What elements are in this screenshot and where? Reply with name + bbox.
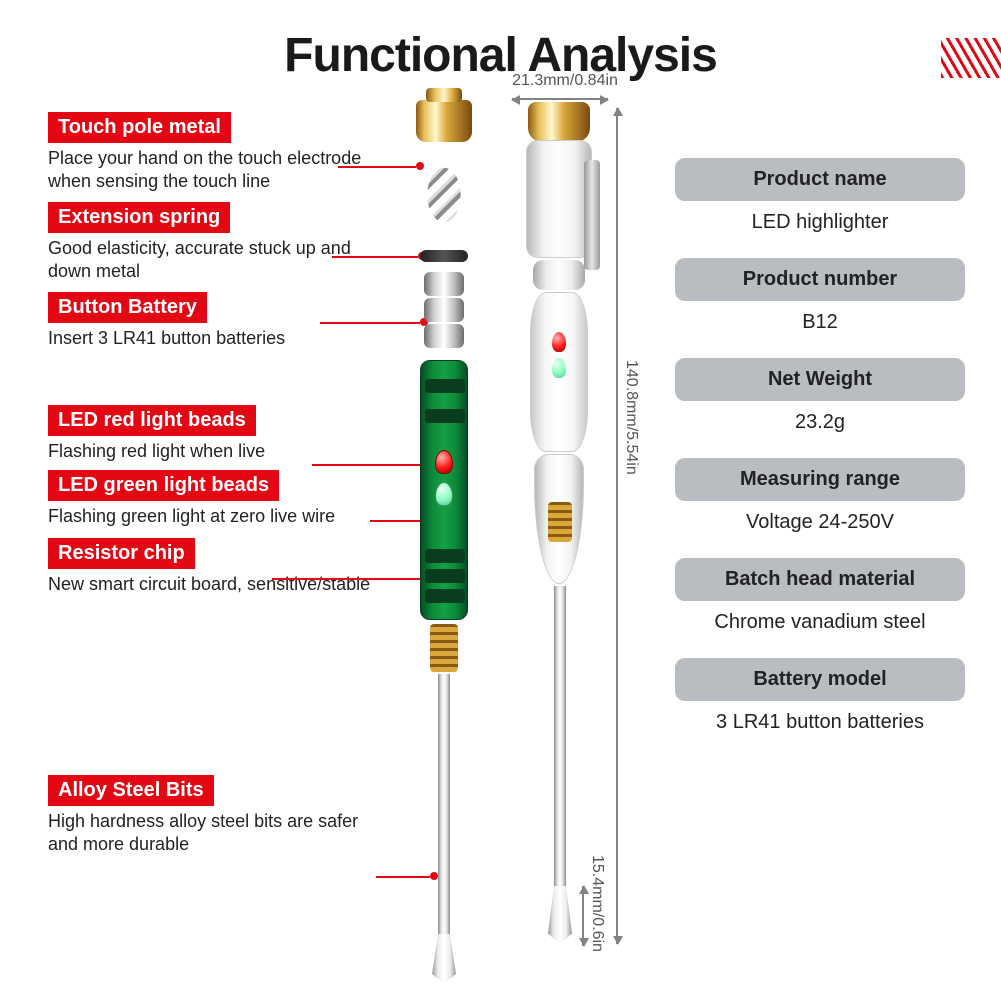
- callout-resistor-desc: New smart circuit board, sensitive/stabl…: [48, 573, 378, 596]
- spec-value: Chrome vanadium steel: [675, 601, 965, 634]
- dim-height-label: 140.8mm/5.54in: [622, 360, 640, 475]
- callout-spring-label: Extension spring: [48, 202, 230, 233]
- assembled-pen: [520, 102, 600, 962]
- spec-value: 3 LR41 button batteries: [675, 701, 965, 734]
- pen-tip: [548, 886, 572, 944]
- part-brass-thread: [430, 624, 458, 672]
- callout-spring-desc: Good elasticity, accurate stuck up and d…: [48, 237, 378, 282]
- dim-height-arrow: [616, 108, 618, 944]
- part-led-red: [435, 450, 453, 474]
- part-spring: [421, 150, 467, 240]
- pen-led-red: [552, 332, 566, 352]
- callout-redled: LED red light beads Flashing red light w…: [48, 405, 388, 463]
- callout-bits: Alloy Steel Bits High hardness alloy ste…: [48, 775, 388, 855]
- exploded-view: [398, 100, 490, 970]
- callout-battery-desc: Insert 3 LR41 button batteries: [48, 327, 378, 350]
- dim-width-label: 21.3mm/0.84in: [490, 72, 640, 90]
- part-tip: [432, 934, 456, 984]
- spec-item: Batch head material Chrome vanadium stee…: [675, 558, 965, 634]
- callout-greenled-label: LED green light beads: [48, 470, 279, 501]
- dim-width-arrow: [512, 98, 608, 100]
- spec-item: Product name LED highlighter: [675, 158, 965, 234]
- callout-resistor-label: Resistor chip: [48, 538, 195, 569]
- callout-battery: Button Battery Insert 3 LR41 button batt…: [48, 292, 388, 350]
- spec-value: Voltage 24-250V: [675, 501, 965, 534]
- spec-name: Product number: [675, 258, 965, 301]
- dim-tip-label: 15.4mm/0.6in: [588, 855, 606, 952]
- spec-value: 23.2g: [675, 401, 965, 434]
- spec-item: Battery model 3 LR41 button batteries: [675, 658, 965, 734]
- part-shaft: [438, 674, 450, 934]
- decor-hatch: [941, 38, 1001, 78]
- callout-touch-label: Touch pole metal: [48, 112, 231, 143]
- dim-tip-arrow: [582, 886, 584, 946]
- callout-greenled-desc: Flashing green light at zero live wire: [48, 505, 378, 528]
- callout-battery-label: Button Battery: [48, 292, 207, 323]
- callout-spring: Extension spring Good elasticity, accura…: [48, 202, 388, 282]
- part-brass-cap: [416, 100, 472, 142]
- callout-touch: Touch pole metal Place your hand on the …: [48, 112, 388, 192]
- callout-bits-desc: High hardness alloy steel bits are safer…: [48, 810, 378, 855]
- spec-name: Battery model: [675, 658, 965, 701]
- callout-redled-desc: Flashing red light when live: [48, 440, 378, 463]
- callout-column: Touch pole metal Place your hand on the …: [48, 112, 388, 865]
- spec-item: Product number B12: [675, 258, 965, 334]
- pen-led-green: [552, 358, 566, 378]
- pen-brass: [548, 502, 572, 542]
- part-led-green: [435, 482, 453, 506]
- part-battery: [424, 272, 464, 296]
- callout-bits-label: Alloy Steel Bits: [48, 775, 214, 806]
- pen-barrel: [526, 140, 592, 258]
- part-battery: [424, 298, 464, 322]
- spec-item: Measuring range Voltage 24-250V: [675, 458, 965, 534]
- callout-touch-desc: Place your hand on the touch electrode w…: [48, 147, 378, 192]
- spec-name: Product name: [675, 158, 965, 201]
- part-battery: [424, 324, 464, 348]
- part-washer: [420, 250, 468, 262]
- pen-shaft: [554, 586, 566, 886]
- spec-name: Measuring range: [675, 458, 965, 501]
- pen-clip: [584, 160, 600, 270]
- specs-column: Product name LED highlighter Product num…: [675, 158, 965, 758]
- spec-value: LED highlighter: [675, 201, 965, 234]
- pen-neck: [533, 260, 585, 290]
- callout-greenled: LED green light beads Flashing green lig…: [48, 470, 388, 528]
- callout-redled-label: LED red light beads: [48, 405, 256, 436]
- spec-value: B12: [675, 301, 965, 334]
- pen-cap: [528, 102, 590, 142]
- spec-name: Batch head material: [675, 558, 965, 601]
- spec-name: Net Weight: [675, 358, 965, 401]
- callout-resistor: Resistor chip New smart circuit board, s…: [48, 538, 388, 596]
- spec-item: Net Weight 23.2g: [675, 358, 965, 434]
